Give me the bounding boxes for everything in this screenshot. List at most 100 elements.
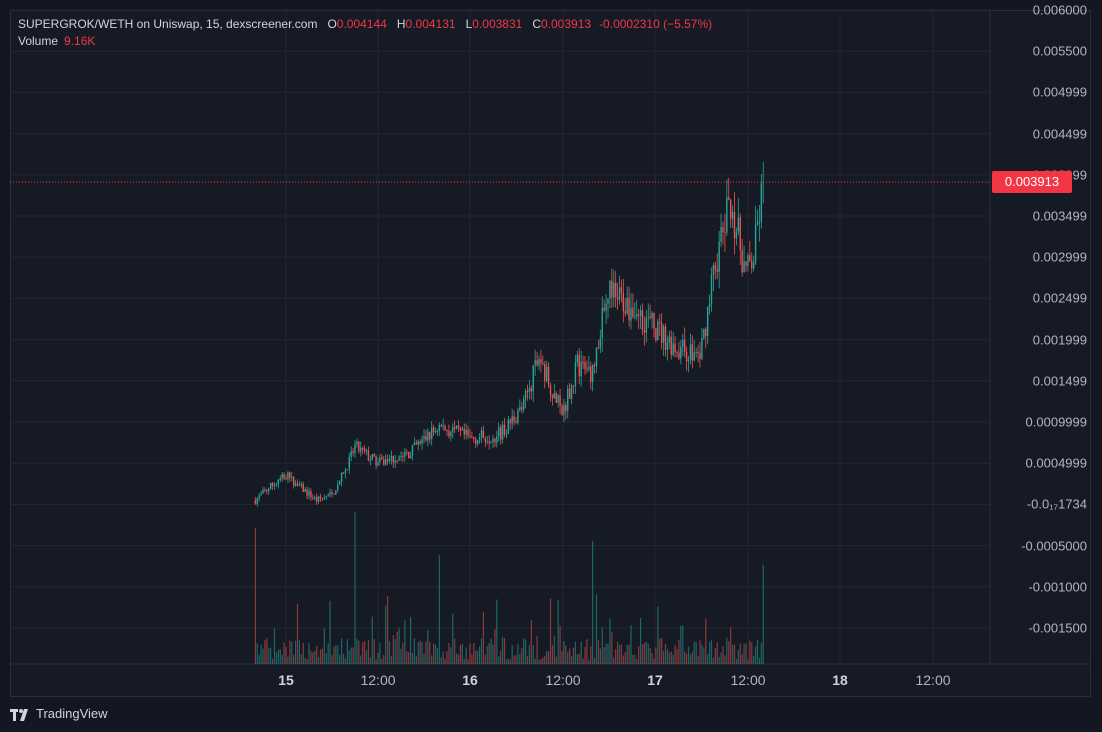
candle-body [471,436,473,438]
volume-bar [319,649,322,664]
volume-bar [555,656,557,664]
candle-body [613,282,615,298]
volume-bar [638,646,640,664]
candle-body [741,249,743,273]
volume-bar [615,649,617,664]
volume-bar [314,650,316,664]
volume-bar [432,643,435,664]
volume-bar [365,650,368,664]
chart-legend: SUPERGROK/WETH on Uniswap, 15, dexscreen… [18,16,712,50]
candle-body [714,265,717,270]
volume-bar [647,643,649,664]
volume-bar [699,640,701,664]
candle-body [409,455,412,459]
tradingview-branding[interactable]: TradingView [10,706,108,721]
volume-bar [693,641,695,664]
low-value: 0.003831 [472,17,523,31]
candle-body [434,431,437,433]
candle-body [722,227,724,232]
candle-body [559,395,561,406]
volume-bar [281,654,283,664]
volume-bar [459,644,462,664]
chart-area[interactable] [10,10,1091,697]
candle-body [277,479,280,485]
volume-bar [482,611,485,664]
symbol-title[interactable]: SUPERGROK/WETH on Uniswap, 15, dexscreen… [18,17,318,31]
volume-bar [440,657,442,664]
candle-body [653,313,655,329]
candle-body [563,404,565,415]
volume-bar [668,652,670,664]
candle-body [666,342,669,350]
volume-bar [469,643,471,664]
candle-body [356,441,358,445]
volume-bar [264,639,266,664]
candle-body [329,492,331,495]
candle-body [705,328,707,337]
candle-body [565,404,567,411]
volume-bar [396,631,398,664]
volume-bar [507,658,509,664]
candle-body [634,316,636,318]
candle-body [720,227,722,242]
volume-bar [595,594,598,664]
candle-body [302,483,304,492]
candle-body [482,430,485,439]
volume-bar [362,642,364,664]
volume-bar [714,648,716,664]
volume-bar [703,647,705,664]
price-axis-label: 0.005500 [1032,43,1087,59]
volume-bar [446,651,448,664]
high-value: 0.004131 [405,17,456,31]
volume-bar [603,647,605,664]
volume-bar [737,650,739,664]
candle-body [442,425,444,427]
candle-body [532,365,534,392]
volume-bar [632,654,634,664]
volume-bar [335,645,337,664]
candle-body [607,298,609,304]
time-axis-label: 12:00 [360,672,396,688]
volume-bar [670,651,672,664]
candle-body [381,457,383,460]
volume-bar [444,658,446,664]
volume-bar [720,652,722,664]
volume-bar [695,642,697,664]
candle-body [279,478,281,480]
candle-body [567,388,569,411]
candle-body [739,217,741,250]
volume-bar [674,645,676,664]
candle-body [636,314,638,317]
low-key: L [465,17,473,31]
candle-body [308,491,310,496]
candle-body [536,360,538,366]
volume-bar [279,648,281,664]
candle-body [438,425,441,432]
candle-body [400,456,402,458]
volume-bar [526,655,529,664]
volume-bar [718,656,720,664]
time-axis-label: 12:00 [915,672,951,688]
volume-bar [356,638,358,664]
volume-bar [360,655,362,664]
candle-body [289,472,291,478]
candle-body [360,447,362,452]
volume-bar [323,628,325,664]
candle-body [515,421,517,423]
volume-bar [344,658,347,664]
candle-body [731,211,734,219]
time-axis-label: 12:00 [545,672,581,688]
volume-bar [592,540,594,664]
volume-bar [756,639,759,664]
candle-body [695,352,697,354]
volume-bar [557,600,559,664]
candle-body [685,351,688,362]
volume-bar [739,643,741,664]
volume-bar [480,638,483,664]
candle-body [262,489,264,494]
candle-body [394,460,396,463]
candle-body [674,343,676,353]
volume-bar [735,658,738,664]
volume-bar [333,646,335,664]
